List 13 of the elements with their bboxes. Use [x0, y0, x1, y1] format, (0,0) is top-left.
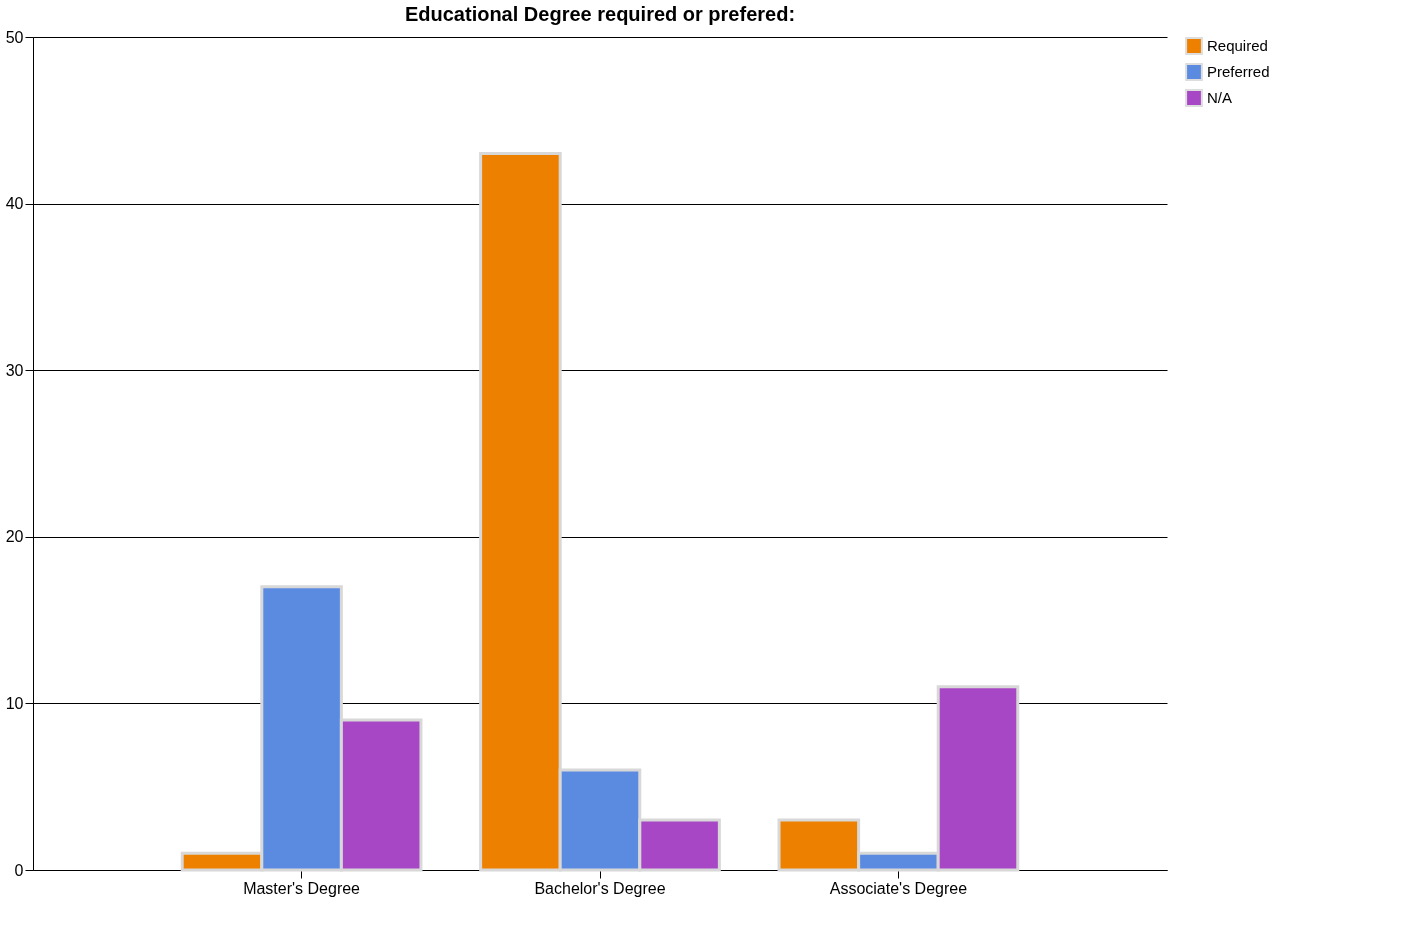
- y-tick-label: 20: [5, 528, 24, 546]
- y-tick-label: 50: [5, 28, 24, 46]
- legend-label: Preferred: [1207, 63, 1270, 80]
- legend-label: Required: [1207, 37, 1268, 54]
- x-tick-label: Master's Degree: [243, 879, 361, 897]
- y-tick-label: 10: [5, 694, 24, 712]
- y-tick-label: 0: [14, 861, 24, 879]
- legend-label: N/A: [1207, 89, 1233, 106]
- chart-title: Educational Degree required or prefered:: [404, 3, 796, 25]
- y-tick-label: 30: [5, 361, 24, 379]
- x-tick-label: Bachelor's Degree: [534, 879, 666, 897]
- x-tick-label: Associate's Degree: [829, 879, 968, 897]
- y-tick-label: 40: [5, 195, 24, 213]
